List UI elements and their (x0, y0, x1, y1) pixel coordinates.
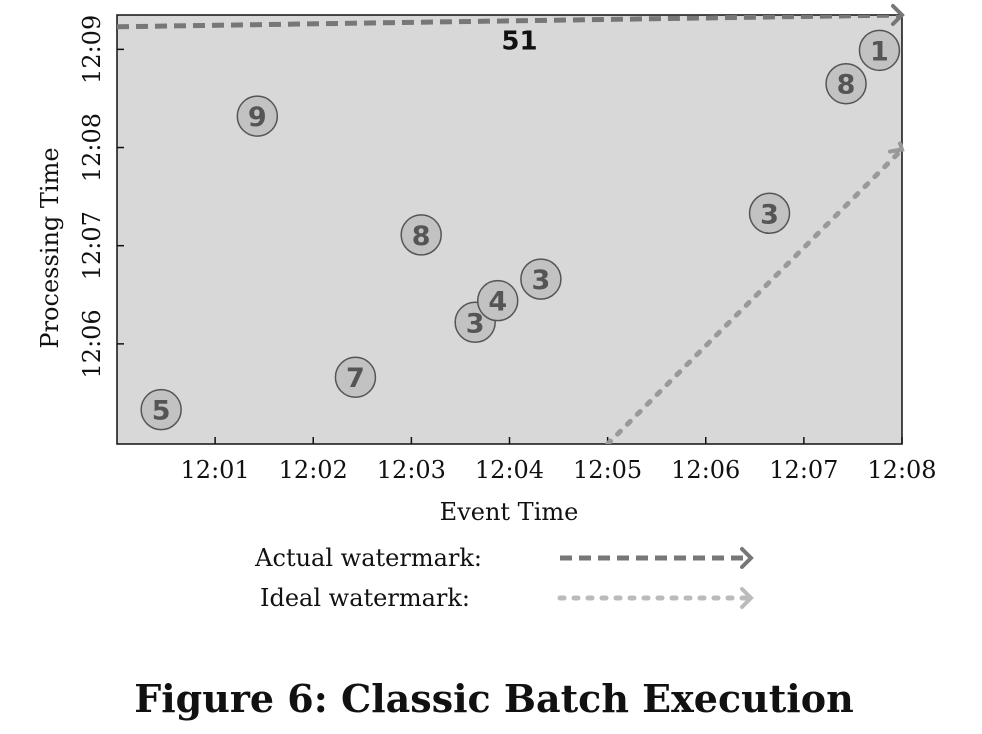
data-point-circle (748, 192, 791, 235)
actual-watermark-line (117, 15, 902, 30)
data-point: 1 (858, 29, 901, 72)
data-point-label: 3 (532, 265, 551, 296)
data-point-label: 1 (870, 36, 889, 67)
data-point-label: 9 (248, 102, 267, 133)
data-point: 8 (400, 214, 442, 256)
data-point-label: 5 (152, 396, 171, 427)
data-point-label: 3 (466, 308, 485, 339)
data-point-circle (334, 356, 377, 398)
legend-label: Ideal watermark: (260, 584, 470, 612)
data-point-circle (140, 388, 182, 431)
y-tick-label: 12:09 (78, 15, 106, 84)
data-point-circle (476, 279, 519, 322)
data-point-circle (400, 214, 442, 256)
ideal-watermark-arrowhead (888, 141, 905, 154)
data-point: 3 (748, 192, 791, 235)
data-point: 8 (825, 62, 867, 105)
x-tick-label: 12:07 (769, 456, 838, 484)
legend-swatch-arrowhead (740, 587, 754, 609)
x-tick-label: 12:02 (279, 456, 348, 484)
data-point-label: 8 (412, 221, 431, 252)
data-point-label: 3 (760, 199, 779, 230)
x-tick-label: 12:06 (671, 456, 740, 484)
legend-swatch-arrowhead (740, 547, 754, 569)
x-tick-label: 12:04 (475, 456, 544, 484)
data-point: 9 (236, 95, 279, 137)
data-point-label: 8 (837, 70, 856, 101)
data-point: 5 (140, 388, 182, 431)
ideal-watermark-line (605, 146, 902, 444)
y-tick-label: 12:07 (78, 211, 106, 280)
y-axis-title: Processing Time (36, 147, 64, 348)
y-axis: 12:06 12:07 12:08 12:09 (78, 15, 124, 378)
watermark-arrows (888, 4, 905, 154)
legend: Actual watermark: Ideal watermark: (254, 544, 754, 612)
x-axis-title: Event Time (440, 498, 579, 526)
x-axis: 12:01 12:02 12:03 12:04 12:05 12:06 12:07 12:08 (181, 437, 937, 484)
x-tick-label: 12:01 (181, 456, 250, 484)
y-tick-label: 12:08 (78, 113, 106, 182)
y-tick-label: 12:06 (78, 309, 106, 378)
data-point-label: 4 (488, 287, 507, 318)
x-tick-label: 12:03 (377, 456, 446, 484)
x-tick-label: 12:05 (573, 456, 642, 484)
data-point: 7 (334, 356, 377, 398)
data-point: 4 (476, 279, 519, 322)
data-point-circle (236, 95, 279, 137)
actual-watermark-arrowhead (891, 4, 905, 26)
data-point: 3 (520, 258, 562, 300)
data-point-circle (520, 258, 562, 300)
legend-label: Actual watermark: (254, 544, 482, 572)
data-point-label: 7 (346, 363, 365, 394)
figure-caption: Figure 6: Classic Batch Execution (134, 676, 853, 721)
x-tick-label: 12:08 (867, 456, 936, 484)
data-point-circle (858, 29, 901, 72)
sum-label: 51 (501, 27, 537, 57)
plot-area (116, 14, 903, 445)
data-point-circle (825, 62, 867, 105)
watermarks (117, 15, 902, 444)
